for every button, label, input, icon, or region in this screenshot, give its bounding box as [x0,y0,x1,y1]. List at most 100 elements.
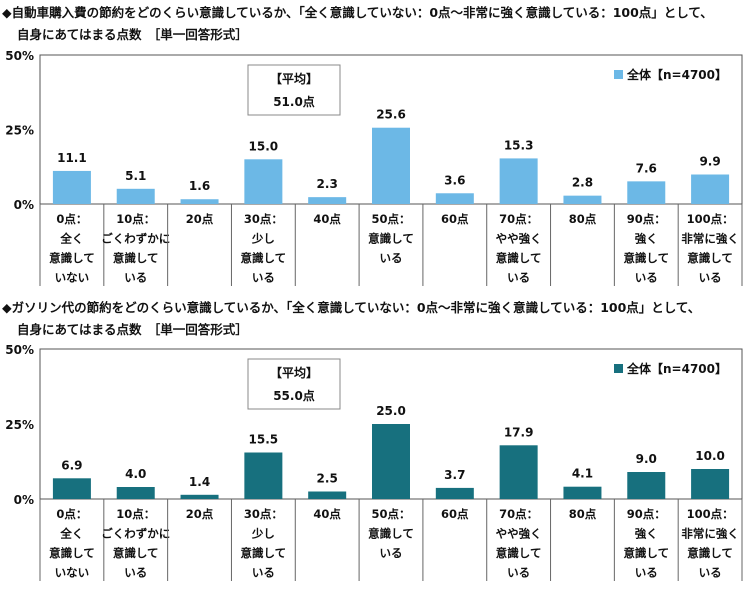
x-tick-label: いない [55,566,90,580]
data-label: 4.1 [572,467,593,481]
x-tick-label: 20点 [186,507,214,521]
x-tick-label: 0点： [56,507,87,521]
data-label: 7.6 [636,161,657,175]
data-label: 15.0 [249,139,279,153]
bar [691,174,730,204]
x-tick-label: 20点 [186,212,214,226]
data-label: 3.7 [444,468,465,482]
data-label: 15.5 [249,433,279,447]
x-tick-label: 80点 [569,507,597,521]
data-label: 3.6 [444,173,465,187]
x-tick-label: 意識して [687,546,733,560]
y-tick-label: 25% [5,418,34,432]
bar [244,452,283,499]
data-label: 5.1 [125,169,146,183]
x-tick-label: 50点： [371,507,410,521]
x-tick-label: 少し [251,527,275,541]
bar [244,159,283,204]
legend-swatch [614,364,623,373]
x-tick-label: 意識して [241,251,287,265]
chart-subtitle: 自身にあてはまる点数 ［単一回答形式］ [17,322,248,337]
x-tick-label: 30点： [244,507,283,521]
bar [499,158,538,204]
bar [116,487,155,499]
data-label: 2.5 [317,472,338,486]
average-value: 51.0点 [273,94,315,109]
x-tick-label: 90点： [627,507,666,521]
x-tick-label: 70点： [499,212,538,226]
x-tick-label: 10点： [116,507,155,521]
x-tick-label: ごくわずかに [101,232,170,246]
bar [435,193,474,204]
x-tick-label: 0点： [56,212,87,226]
average-box [247,358,341,410]
x-tick-label: いる [252,271,275,285]
x-tick-label: いる [635,566,658,580]
x-tick-label: 意識して [113,251,159,265]
bar [627,181,666,204]
bar [116,188,155,204]
x-tick-label: いる [635,271,658,285]
data-label: 9.9 [699,154,720,168]
x-tick-label: 100点： [687,212,734,226]
chart-title: ◆ガソリン代の節約をどのくらい意識しているか、「全く意識していない：0点～非常に… [2,300,700,315]
x-tick-label: やや強く [496,527,542,541]
x-tick-label: 40点 [313,507,341,521]
x-tick-label: いる [507,566,530,580]
x-tick-label: 意識して [623,546,669,560]
data-label: 10.0 [695,449,725,463]
chart-title: ◆自動車購入費の節約をどのくらい意識しているか、「全く意識していない：0点～非常… [2,5,713,20]
data-label: 4.0 [125,467,146,481]
data-label: 1.6 [189,179,210,193]
x-tick-label: 意識して [687,251,733,265]
x-tick-label: 意識して [368,527,414,541]
x-tick-label: 強く [635,232,658,246]
average-label: 【平均】 [270,71,318,86]
bar [691,469,730,499]
bar [52,170,91,204]
x-tick-label: 少し [251,232,275,246]
data-label: 25.0 [376,404,406,418]
x-tick-label: 70点： [499,507,538,521]
x-tick-label: 80点 [569,212,597,226]
x-tick-label: 50点： [371,212,410,226]
x-tick-label: 全く [59,232,83,246]
x-tick-label: 非常に強く [681,232,739,246]
x-tick-label: 意識して [49,546,95,560]
average-box [247,64,341,116]
bar [308,197,347,204]
x-tick-label: いる [124,566,147,580]
average-value: 55.0点 [273,388,315,403]
x-tick-label: 10点： [116,212,155,226]
bar [372,127,410,204]
y-tick-label: 0% [14,198,34,212]
x-tick-label: 60点 [441,212,469,226]
x-tick-label: 非常に強く [681,527,739,541]
x-tick-label: いる [699,566,722,580]
x-tick-label: 意識して [623,251,669,265]
x-tick-label: 意識して [241,546,287,560]
x-tick-label: 全く [59,527,83,541]
chart-subtitle: 自身にあてはまる点数 ［単一回答形式］ [17,27,248,42]
y-tick-label: 25% [5,124,34,138]
data-label: 6.9 [61,458,82,472]
bar [52,478,91,499]
x-tick-label: いる [124,271,147,285]
x-tick-label: いる [252,566,275,580]
x-tick-label: 意識して [49,251,95,265]
bar [372,424,410,499]
data-label: 2.3 [317,177,338,191]
x-tick-label: 意識して [368,232,414,246]
bar [308,491,347,499]
bar [563,486,602,499]
legend-swatch [614,70,623,79]
data-label: 9.0 [636,452,657,466]
bar [435,487,474,499]
y-tick-label: 50% [5,49,34,63]
data-label: 17.9 [504,425,534,439]
x-tick-label: ごくわずかに [101,527,170,541]
data-label: 11.1 [57,151,87,165]
x-tick-label: 40点 [313,212,341,226]
x-tick-label: いる [380,251,403,265]
